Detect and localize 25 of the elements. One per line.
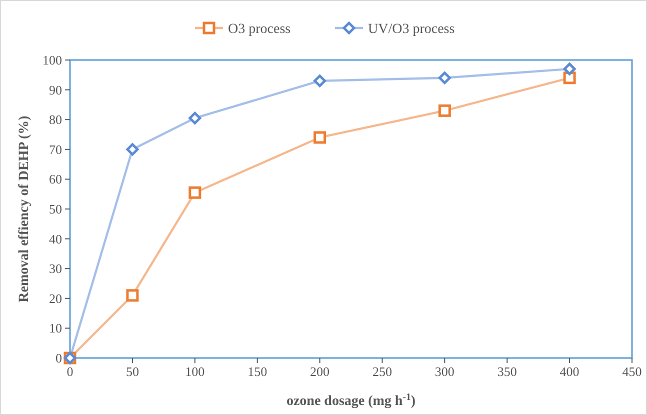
x-tick-label: 100 <box>185 364 205 379</box>
legend-label: UV/O3 process <box>368 22 455 37</box>
y-tick-label: 0 <box>56 350 62 366</box>
y-tick-label: 60 <box>49 172 62 187</box>
x-tick-label: 50 <box>126 364 139 379</box>
x-tick-label: 400 <box>560 364 580 379</box>
y-tick-label: 90 <box>49 82 62 98</box>
y-tick-label: 30 <box>49 261 62 276</box>
y-tick-label: 50 <box>49 202 62 216</box>
x-tick-label: 250 <box>372 364 392 379</box>
x-tick-label: 150 <box>248 364 268 379</box>
x-tick-label: 200 <box>310 364 330 379</box>
legend-label: O3 process <box>228 22 291 37</box>
x-axis-title: ozone dosage (mg h$^{-1}$) <box>286 392 416 409</box>
x-tick-label: 0 <box>66 364 74 379</box>
y-tick-label: 70 <box>49 142 62 157</box>
x-tick-label: 450 <box>622 364 642 379</box>
y-axis-title: Removal effiency of DEHP (%) <box>17 115 32 302</box>
x-tick-label: 300 <box>434 364 454 379</box>
y-tick-label: 100 <box>42 52 62 68</box>
y-tick-label: 80 <box>49 112 62 128</box>
y-tick-label: 40 <box>49 231 62 246</box>
x-tick-label: 350 <box>497 364 517 379</box>
y-tick-label: 20 <box>49 290 62 306</box>
y-tick-label: 10 <box>49 320 62 336</box>
